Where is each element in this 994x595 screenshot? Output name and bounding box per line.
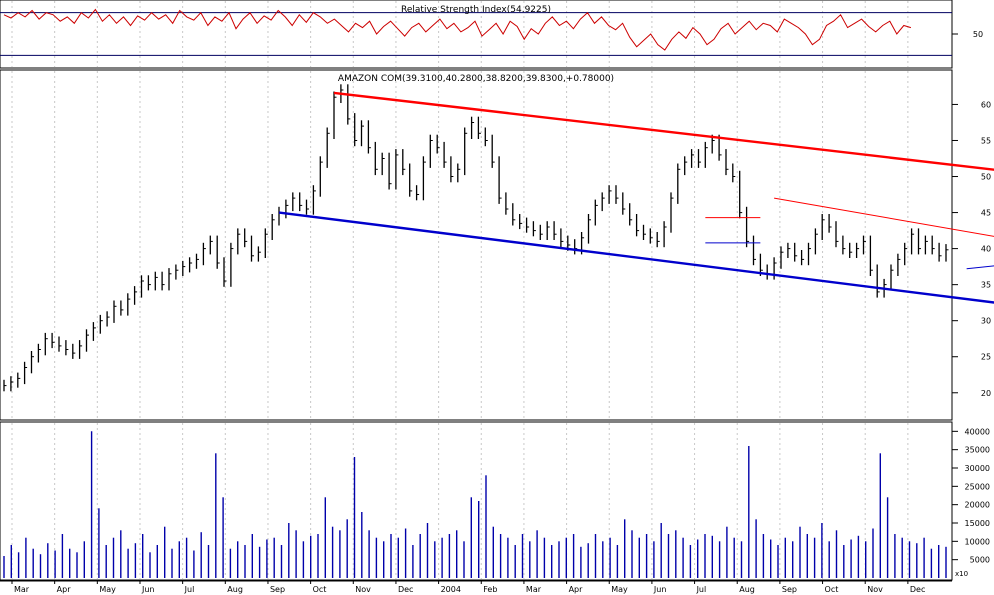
- volume-tick-label: 25000: [965, 482, 990, 491]
- x-tick-label: May: [611, 585, 628, 594]
- x-tick-label: Jul: [696, 585, 707, 594]
- volume-tick-label: 35000: [965, 446, 990, 455]
- rsi-panel: Relative Strength Index(54.9225) 50: [0, 0, 983, 69]
- price-panel-frame: [0, 69, 953, 421]
- volume-tick-label: 10000: [965, 537, 990, 546]
- rsi-y-axis: 50: [952, 30, 983, 39]
- price-tick-label: 30: [981, 317, 991, 326]
- x-tick-label: Sep: [270, 585, 285, 594]
- trendlines: [278, 91, 994, 304]
- price-tick-label: 35: [981, 281, 991, 290]
- price-grid: [11, 71, 909, 419]
- price-tick-label: 45: [981, 209, 991, 218]
- price-tick-label: 20: [981, 389, 991, 398]
- rsi-tick-label: 50: [973, 30, 983, 39]
- x-axis: Mar Apr May Jun Jul Aug Sep Oct Nov Dec 2004 Feb Mar…: [0, 580, 952, 594]
- volume-tick-label: 20000: [965, 501, 990, 510]
- volume-tick-label: 5000: [970, 556, 990, 565]
- x-tick-label: Apr: [569, 585, 584, 594]
- x-tick-label: Apr: [57, 585, 72, 594]
- trendline: [333, 91, 994, 171]
- x-tick-label: Aug: [739, 585, 755, 594]
- volume-tick-label: 15000: [965, 519, 990, 528]
- x-tick-label: Oct: [825, 585, 839, 594]
- price-tick-label: 50: [981, 173, 991, 182]
- price-tick-label: 60: [981, 100, 991, 109]
- x-tick-label: Oct: [313, 585, 327, 594]
- volume-scale-label: x10: [955, 570, 968, 578]
- price-title: AMAZON COM(39.3100,40.2800,38.8200,39.83…: [338, 74, 614, 84]
- volume-series: [3, 431, 947, 578]
- rsi-panel-frame: [0, 0, 953, 69]
- x-tick-label: Mar: [526, 585, 542, 594]
- volume-tick-label: 30000: [965, 464, 990, 473]
- trendline: [774, 197, 994, 237]
- x-tick-label: May: [99, 585, 116, 594]
- rsi-title: Relative Strength Index(54.9225): [401, 5, 551, 15]
- x-tick-label: Jul: [184, 585, 195, 594]
- x-tick-label: Nov: [867, 585, 883, 594]
- price-tick-label: 55: [981, 136, 991, 145]
- x-tick-label: Dec: [398, 585, 413, 594]
- trendline: [278, 211, 994, 304]
- x-tick-label: Dec: [910, 585, 925, 594]
- price-panel: AMAZON COM(39.3100,40.2800,38.8200,39.83…: [0, 69, 994, 421]
- x-tick-label: Jun: [653, 585, 667, 594]
- volume-tick-label: 40000: [965, 427, 990, 436]
- rsi-series-line: [3, 8, 912, 51]
- x-tick-label: Mar: [14, 585, 30, 594]
- volume-y-axis: 5000 10000 15000 20000 25000 30000 35000 40000: [952, 427, 990, 565]
- volume-panel: 500010000150002000025000300003500040000 …: [0, 421, 990, 581]
- price-tick-label: 25: [981, 353, 991, 362]
- price-y-axis: 20 25 30 35 40 45 50 55 60: [952, 100, 991, 398]
- price-tick-label: 40: [981, 245, 991, 254]
- x-tick-label: Aug: [227, 585, 243, 594]
- x-tick-label: Feb: [483, 585, 497, 594]
- x-tick-label: Sep: [782, 585, 797, 594]
- x-tick-label: 2004: [441, 585, 461, 594]
- x-tick-label: Nov: [355, 585, 371, 594]
- trendline: [966, 265, 994, 270]
- x-tick-label: Jun: [141, 585, 155, 594]
